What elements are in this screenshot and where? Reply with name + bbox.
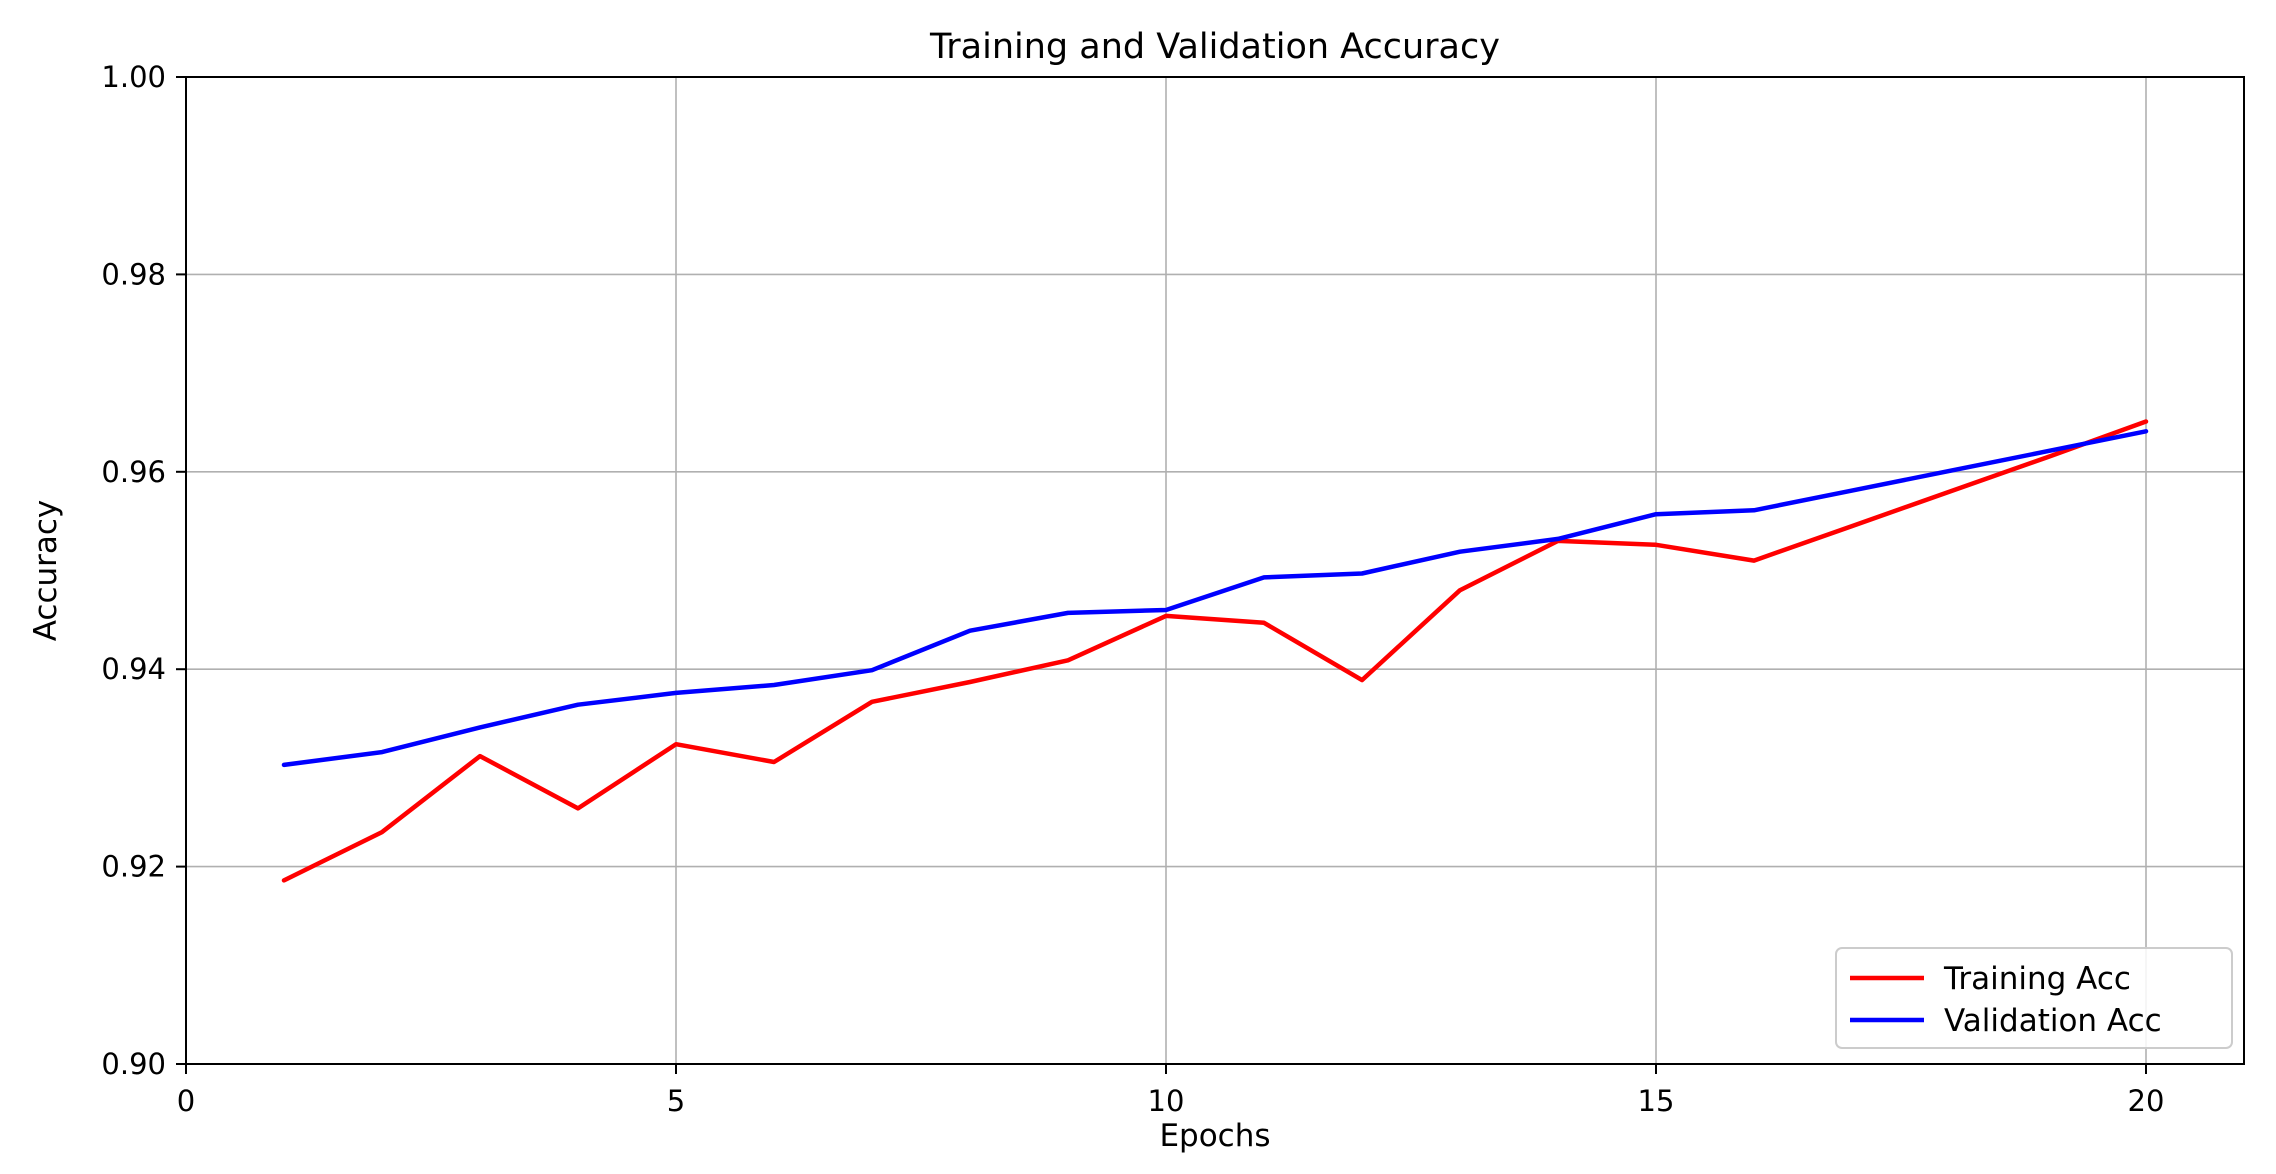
x-tick-label: 20	[2128, 1084, 2165, 1118]
y-tick-label: 0.98	[101, 257, 166, 291]
data-series	[281, 419, 2149, 883]
y-tick-label: 0.96	[101, 455, 166, 489]
x-tick-label: 10	[1148, 1084, 1185, 1118]
legend-label: Training Acc	[1943, 961, 2131, 997]
x-tick-label: 5	[667, 1084, 685, 1118]
x-axis-label: Epochs	[1159, 1118, 1270, 1154]
y-axis-label: Accuracy	[28, 500, 64, 642]
x-tick-label: 15	[1638, 1084, 1675, 1118]
y-tick-label: 0.92	[101, 850, 166, 884]
y-tick-label: 0.94	[101, 652, 166, 686]
chart-title: Training and Validation Accuracy	[929, 27, 1500, 67]
y-tick-label: 1.00	[101, 60, 166, 94]
legend: Training Acc Validation Acc	[1835, 947, 2233, 1049]
legend-label: Validation Acc	[1944, 1003, 2162, 1039]
plot-frame	[185, 76, 2245, 1065]
x-tick-label: 0	[177, 1084, 195, 1118]
legend-box	[1835, 947, 2233, 1049]
axis-ticks: 0 5 10 15 20 0.90 0.92 0.94 0.96 0.98 1.00	[101, 60, 2164, 1118]
y-tick-label: 0.90	[101, 1047, 166, 1081]
series-line-training	[281, 419, 2149, 883]
series-line-validation	[281, 429, 2149, 768]
